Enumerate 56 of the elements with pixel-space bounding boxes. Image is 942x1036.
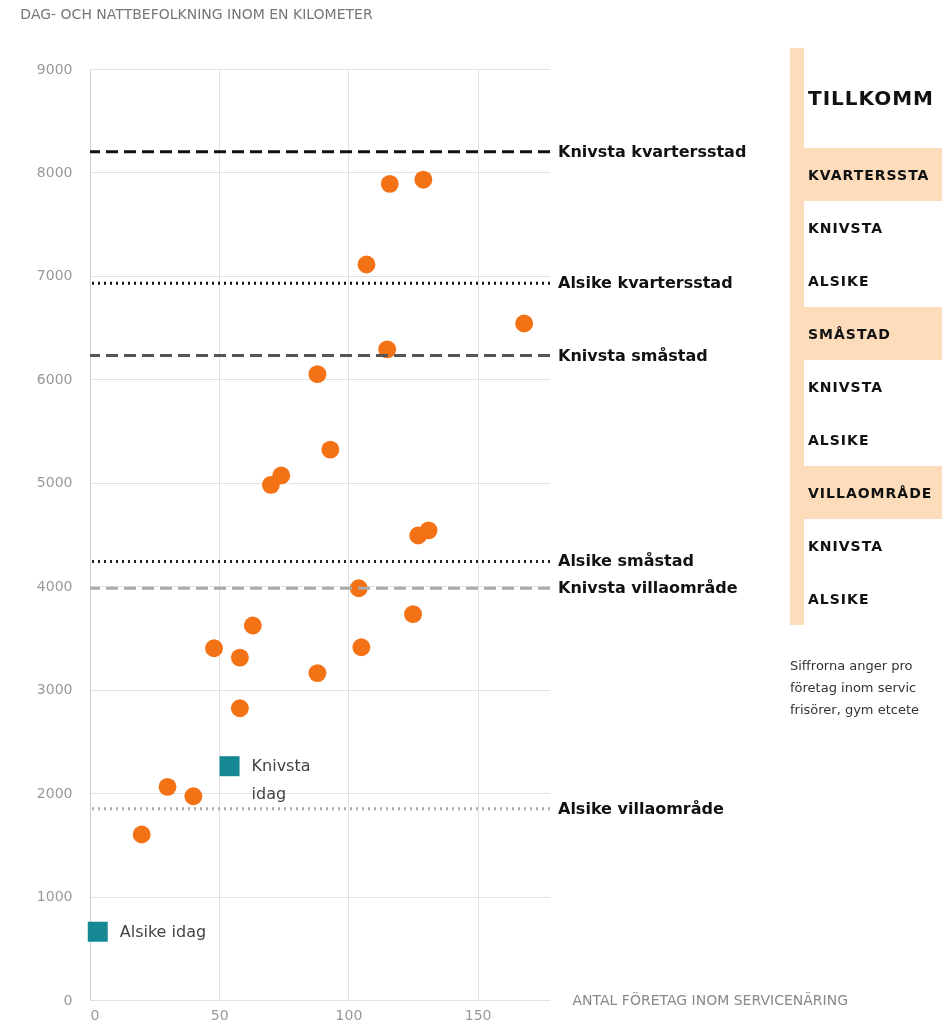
annotation: Alsike idag: [119, 921, 207, 941]
point: [230, 699, 249, 718]
point: [515, 314, 534, 333]
ref-line-label: Knivsta kvartersstad: [558, 141, 747, 161]
point: [308, 365, 327, 384]
point: [380, 174, 399, 193]
y-tick-label: 8000: [36, 163, 73, 180]
point: [378, 340, 397, 359]
annotation: Knivsta idag: [251, 756, 311, 804]
ref-line-label: Alsike villaområde: [558, 798, 724, 818]
ref-line-label: Alsike kvartersstad: [558, 273, 733, 293]
text: Siffrorna anger pro företag inom servic frisörer, gym etcete: [790, 657, 920, 719]
point: [205, 639, 223, 658]
x-tick-label: 150: [464, 1006, 492, 1023]
y-tick-label: 6000: [36, 370, 73, 387]
point: [158, 777, 177, 796]
x-axis-title: ANTAL FÖRETAG INOM SERVICENÄRING: [572, 990, 848, 1008]
text: ALSIKE: [790, 572, 942, 625]
ref-line-label: Knivsta villaområde: [558, 578, 738, 598]
point: [308, 664, 327, 683]
y-tick-label: 4000: [36, 577, 73, 594]
text: KVARTERSSTA: [790, 148, 942, 201]
point: [419, 521, 438, 540]
point: [272, 466, 291, 485]
y-tick-label: 1000: [36, 888, 73, 905]
y-tick-label: 3000: [36, 681, 73, 698]
y-tick-label: 5000: [36, 474, 73, 491]
x-tick-label: 100: [335, 1006, 363, 1023]
text: SMÅSTAD: [790, 307, 942, 360]
point: [87, 921, 108, 942]
point: [352, 638, 371, 657]
point: [404, 605, 422, 624]
text: KNIVSTA: [790, 519, 942, 572]
point: [132, 825, 151, 844]
x-tick-label: 0: [90, 1006, 100, 1023]
y-tick-label: 0: [63, 991, 73, 1008]
text: VILLAOMRÅDE: [790, 466, 942, 519]
point: [243, 616, 262, 635]
y-tick-label: 7000: [36, 267, 73, 284]
text: ALSIKE: [790, 254, 942, 307]
ref-line-label: Alsike småstad: [558, 551, 694, 571]
point: [357, 255, 376, 274]
point: [414, 170, 433, 189]
ref-line-label: Knivsta småstad: [558, 345, 708, 365]
point: [219, 756, 240, 777]
text: ALSIKE: [790, 413, 942, 466]
point: [321, 440, 340, 459]
text: KNIVSTA: [790, 201, 942, 254]
text: KNIVSTA: [790, 360, 942, 413]
x-tick-label: 50: [210, 1006, 229, 1023]
chart-title: DAG- OCH NATTBEFOLKNING INOM EN KILOMETER: [20, 6, 373, 22]
y-tick-label: 2000: [36, 784, 73, 801]
point: [230, 648, 249, 667]
text: TILLKOMM: [790, 48, 942, 148]
y-tick-label: 9000: [36, 60, 73, 77]
point: [184, 787, 203, 806]
